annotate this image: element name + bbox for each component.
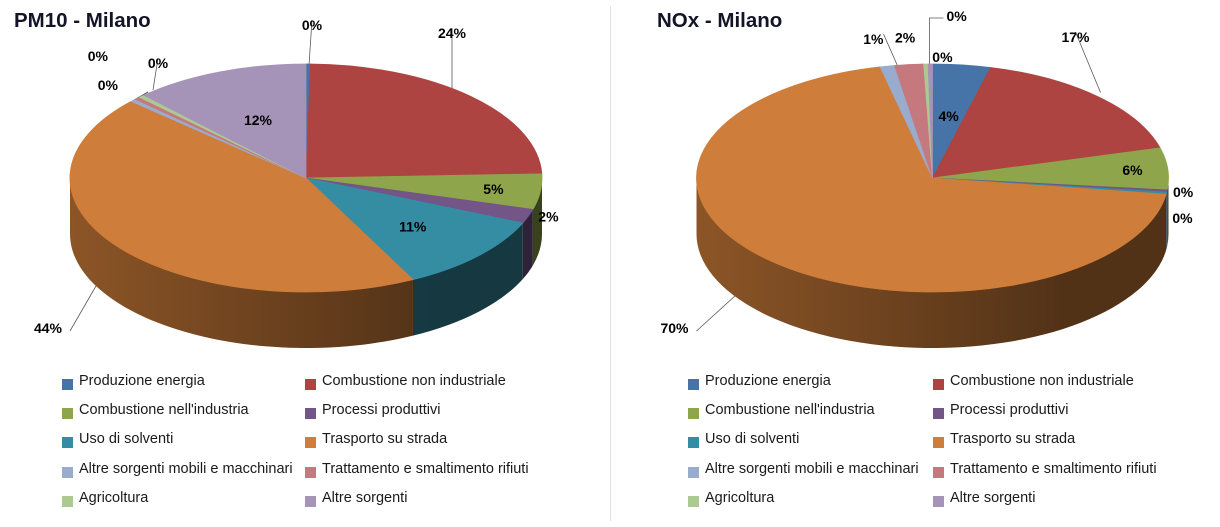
svg-text:0%: 0% (1173, 184, 1194, 200)
svg-text:44%: 44% (34, 320, 63, 336)
svg-text:2%: 2% (538, 208, 559, 224)
svg-text:70%: 70% (660, 320, 689, 336)
svg-text:0%: 0% (1172, 210, 1193, 226)
svg-text:5%: 5% (483, 181, 504, 197)
svg-text:11%: 11% (399, 218, 427, 234)
